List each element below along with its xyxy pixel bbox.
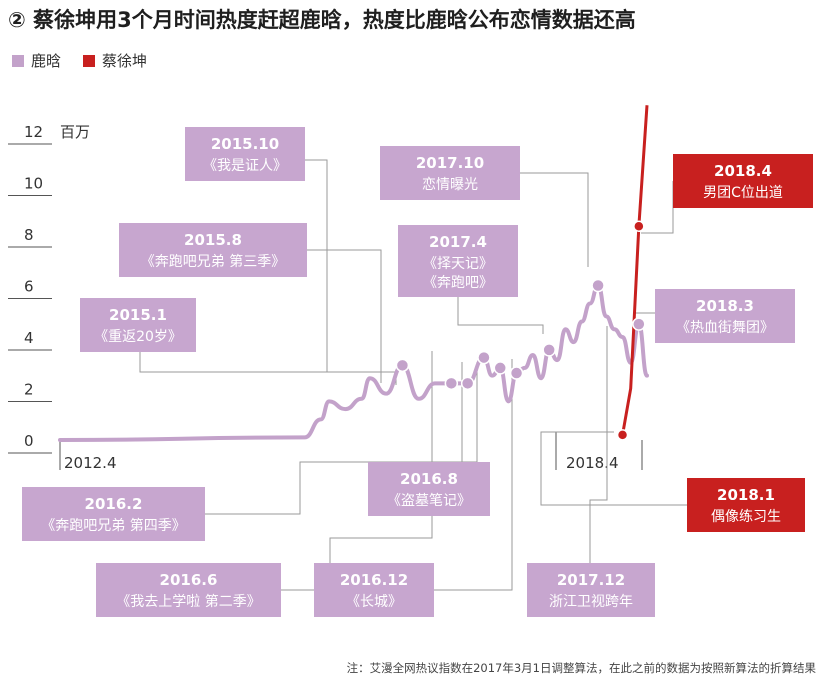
annotation-text: 《热血街舞团》	[676, 320, 774, 336]
y-tick-label: 2	[24, 381, 34, 399]
annotation-date: 2016.6	[160, 571, 218, 589]
data-point-caixukun	[616, 429, 629, 441]
x-axis-mid-label: 2018.4	[566, 454, 619, 472]
annotation-box: 2016.8 《盗墓笔记》	[368, 462, 490, 516]
legend-swatch-caixukun	[83, 54, 96, 67]
annotation-date: 2016.8	[400, 470, 458, 488]
annotation-box: 2016.12 《长城》	[314, 563, 434, 617]
annotation-box-bg	[655, 289, 795, 343]
annotation-text: 恋情曝光	[422, 176, 478, 193]
annotation-boxes: 2015.10 《我是证人》 2015.8 《奔跑吧兄弟 第三季》 2015.1 《重返2…	[22, 127, 813, 617]
annotation-box-bg	[398, 225, 518, 297]
annotation-date: 2018.4	[714, 162, 772, 180]
annotation-box-bg	[80, 298, 196, 352]
annotation-box: 2015.1 《重返20岁》	[80, 298, 196, 352]
legend-item-caixukun: 蔡徐坤	[83, 50, 147, 71]
annotation-box: 2018.4 男团C位出道	[673, 154, 813, 208]
annotation-box: 2018.1 偶像练习生	[687, 478, 805, 532]
chart-title: ② 蔡徐坤用3个月时间热度赶超鹿晗，热度比鹿晗公布恋情数据还高	[8, 8, 636, 32]
leader-line	[589, 326, 608, 563]
annotation-date: 2017.4	[429, 233, 487, 251]
y-tick-label: 10	[24, 175, 43, 193]
leader-line	[205, 362, 478, 515]
annotation-box: 2018.3 《热血街舞团》	[655, 289, 795, 343]
data-point-luhan	[509, 366, 524, 380]
data-point-luhan	[395, 358, 410, 373]
legend-label-luhan: 鹿晗	[31, 52, 62, 70]
leader-line	[540, 431, 687, 506]
annotation-text: 偶像练习生	[711, 509, 781, 525]
annotation-text: 《盗墓笔记》	[387, 493, 471, 509]
leader-line	[139, 352, 397, 385]
data-point-caixukun	[633, 220, 645, 233]
y-tick-label: 12	[24, 123, 43, 141]
y-axis: 0 2 4 6 8 10 12 百万	[8, 123, 90, 454]
annotation-date: 2015.10	[211, 135, 279, 153]
data-point-luhan	[460, 376, 475, 391]
data-point-luhan	[632, 317, 646, 331]
data-point-luhan	[477, 350, 491, 365]
legend: 鹿晗 蔡徐坤	[12, 50, 169, 71]
data-point-luhan	[493, 361, 507, 375]
data-point-luhan	[542, 343, 556, 357]
series-line-luhan	[58, 283, 649, 442]
annotation-date: 2016.12	[340, 571, 408, 589]
legend-label-caixukun: 蔡徐坤	[102, 52, 148, 70]
annotation-text: 《长城》	[346, 594, 402, 610]
data-point-luhan	[591, 278, 605, 293]
annotation-box: 2016.6 《我去上学啦 第二季》	[96, 563, 281, 617]
leader-line	[434, 359, 513, 591]
legend-swatch-luhan	[12, 54, 24, 67]
y-tick-label: 6	[24, 278, 34, 296]
annotation-box-bg	[687, 478, 805, 532]
annotation-text: 《奔跑吧》	[423, 275, 493, 291]
annotation-box: 2015.8 《奔跑吧兄弟 第三季》	[119, 223, 307, 277]
leader-line	[457, 297, 544, 334]
annotation-date: 2018.3	[696, 297, 754, 315]
legend-item-luhan: 鹿晗	[12, 50, 61, 71]
annotation-box: 2016.2 《奔跑吧兄弟 第四季》	[22, 487, 205, 541]
y-tick-label: 0	[24, 432, 34, 450]
annotation-box: 2015.10 《我是证人》	[185, 127, 305, 181]
y-tick-label: 4	[24, 329, 34, 347]
annotation-date: 2015.1	[109, 306, 167, 324]
x-axis-start-label: 2012.4	[64, 454, 117, 472]
annotation-text: 《奔跑吧兄弟 第四季》	[41, 517, 185, 534]
leader-line	[641, 181, 674, 234]
leader-line	[307, 249, 382, 383]
annotation-box-bg	[185, 127, 305, 181]
annotation-date: 2018.1	[717, 486, 775, 504]
annotation-text: 《我是证人》	[203, 158, 287, 174]
y-tick-label: 8	[24, 226, 34, 244]
leader-line	[305, 159, 328, 372]
leader-lines	[139, 159, 687, 591]
leader-line	[520, 172, 589, 267]
annotation-text: 《重返20岁》	[94, 329, 182, 345]
annotation-text: 《我去上学啦 第二季》	[116, 593, 260, 610]
annotation-date: 2015.8	[184, 231, 242, 249]
annotation-box-bg	[22, 487, 205, 541]
y-unit-label: 百万	[60, 123, 90, 141]
data-point-luhan	[444, 376, 459, 391]
annotation-box-bg	[96, 563, 281, 617]
annotation-box-bg	[368, 462, 490, 516]
annotation-box-bg	[380, 146, 520, 200]
annotation-box: 2017.12 浙江卫视跨年	[527, 563, 655, 617]
annotation-text: 《奔跑吧兄弟 第三季》	[141, 253, 285, 270]
footnote: 注：艾漫全网热议指数在2017年3月1日调整算法，在此之前的数据为按照新算法的折…	[346, 661, 816, 675]
annotation-text: 男团C位出道	[703, 185, 783, 201]
annotation-box-bg	[673, 154, 813, 208]
annotation-box-bg	[119, 223, 307, 277]
annotation-date: 2017.12	[557, 571, 625, 589]
annotation-box-bg	[314, 563, 434, 617]
annotation-box-bg	[527, 563, 655, 617]
annotation-text: 浙江卫视跨年	[549, 594, 633, 610]
series-line-caixukun	[621, 105, 649, 436]
annotation-box: 2017.10 恋情曝光	[380, 146, 520, 200]
annotation-text: 《择天记》	[423, 256, 493, 272]
annotation-date: 2016.2	[85, 495, 143, 513]
annotation-date: 2017.10	[416, 154, 484, 172]
annotation-box: 2017.4 《择天记》《奔跑吧》	[398, 225, 518, 297]
